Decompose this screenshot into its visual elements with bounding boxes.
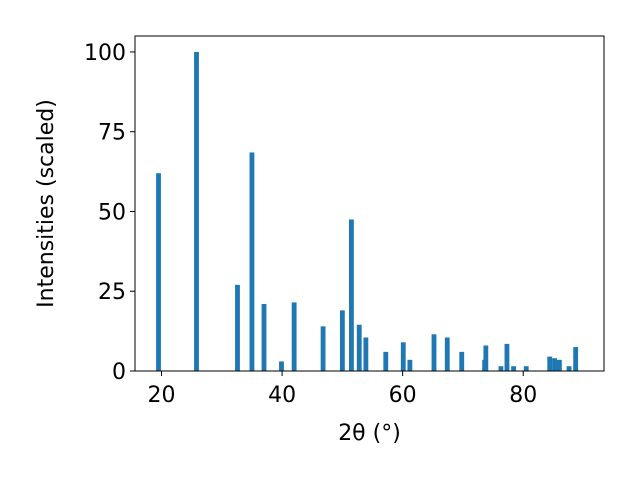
bar bbox=[552, 358, 557, 371]
bar bbox=[349, 219, 354, 371]
bar bbox=[547, 356, 553, 371]
y-tick-label: 50 bbox=[98, 200, 126, 225]
bar bbox=[363, 337, 369, 371]
bar bbox=[320, 326, 326, 371]
bar bbox=[556, 359, 562, 371]
y-tick-label: 75 bbox=[98, 121, 126, 146]
bar bbox=[339, 310, 345, 371]
bar bbox=[444, 337, 450, 371]
bars-group bbox=[156, 51, 579, 371]
bar bbox=[291, 302, 297, 371]
y-axis-label: Intensities (scaled) bbox=[34, 99, 59, 308]
x-tick-label: 60 bbox=[389, 383, 417, 408]
bar bbox=[156, 173, 161, 371]
y-axis-ticks: 0 25 50 75 100 bbox=[84, 41, 135, 385]
plot-frame bbox=[134, 35, 605, 372]
bar bbox=[261, 304, 267, 371]
x-axis-ticks: 20 40 60 80 bbox=[148, 371, 537, 408]
bar bbox=[407, 359, 413, 371]
bar bbox=[483, 345, 489, 371]
bar bbox=[235, 284, 240, 371]
bar bbox=[194, 51, 199, 371]
y-tick-label: 100 bbox=[84, 41, 126, 66]
bar bbox=[504, 343, 510, 371]
y-tick-label: 25 bbox=[98, 280, 126, 305]
bar bbox=[573, 347, 579, 371]
bar bbox=[459, 351, 465, 371]
bar bbox=[511, 366, 516, 371]
bar bbox=[431, 334, 437, 371]
bar bbox=[498, 366, 504, 371]
x-tick-label: 40 bbox=[268, 383, 296, 408]
bar bbox=[356, 324, 362, 371]
bar bbox=[249, 152, 255, 371]
bar bbox=[523, 366, 529, 371]
x-tick-label: 80 bbox=[509, 383, 537, 408]
bar bbox=[279, 361, 284, 371]
bar bbox=[566, 366, 572, 371]
bar bbox=[383, 351, 389, 371]
x-tick-label: 20 bbox=[148, 383, 176, 408]
y-tick-label: 0 bbox=[112, 360, 126, 385]
bar bbox=[400, 342, 406, 371]
x-axis-label: 2θ (°) bbox=[338, 421, 401, 446]
